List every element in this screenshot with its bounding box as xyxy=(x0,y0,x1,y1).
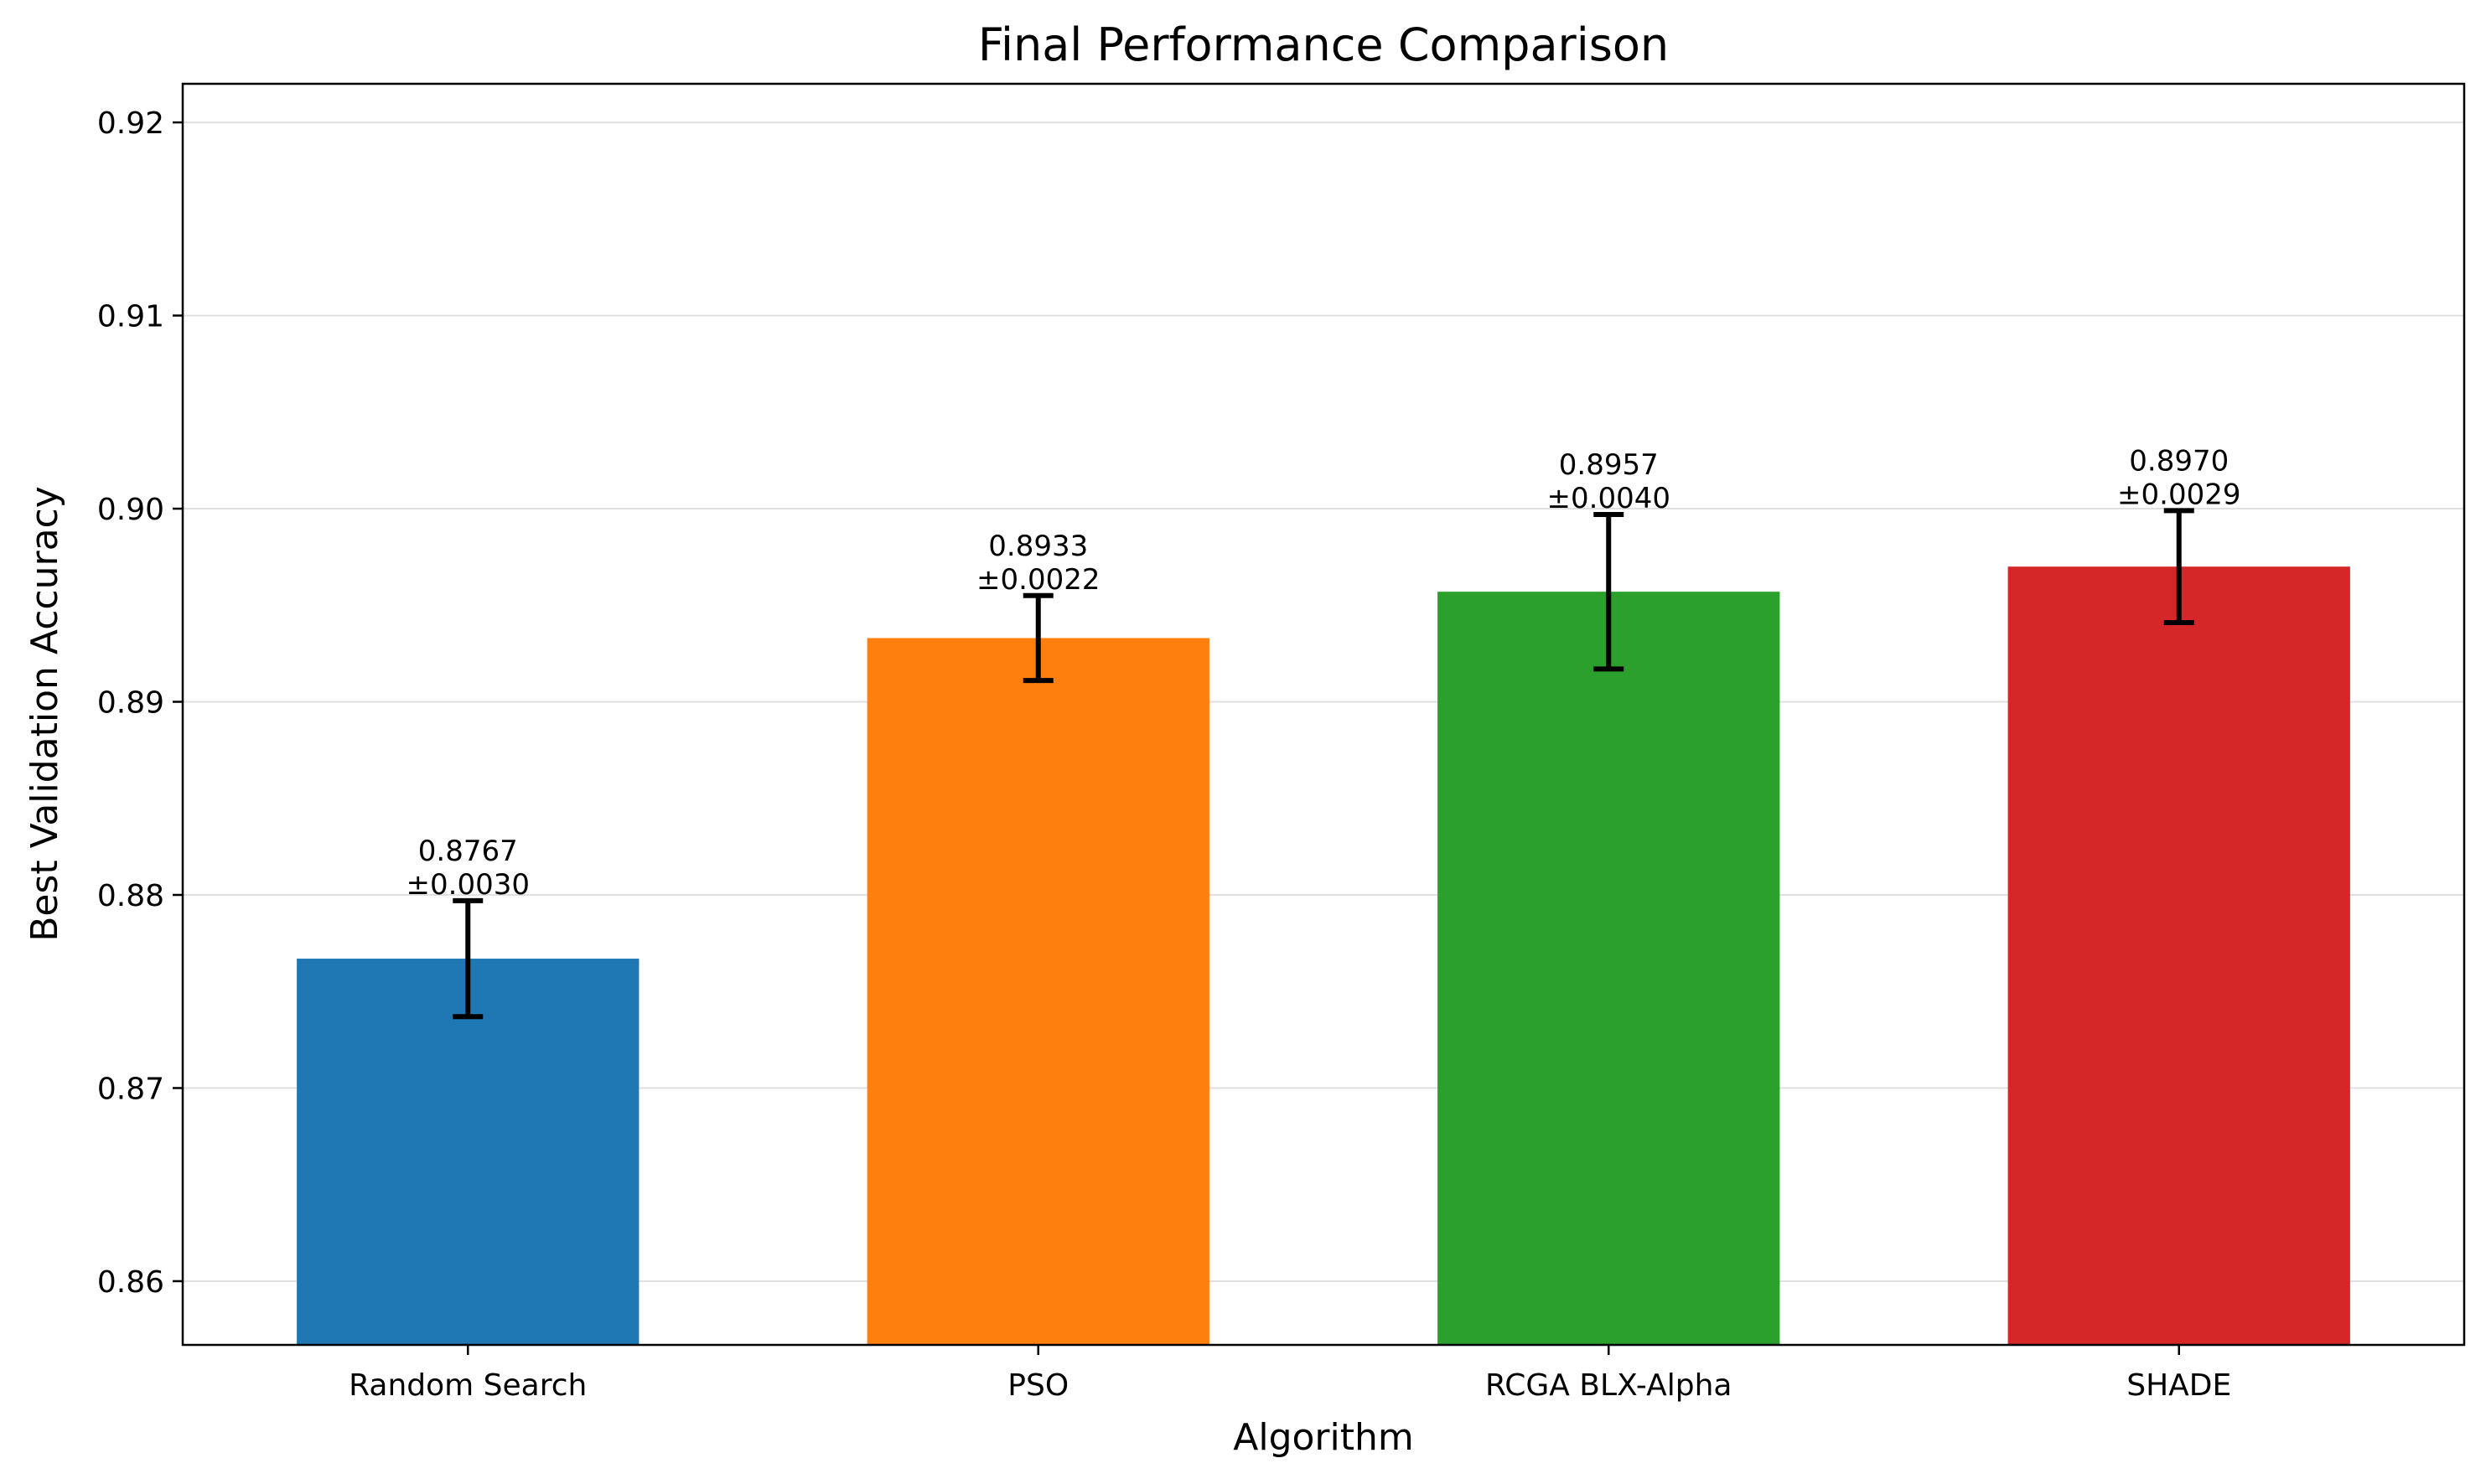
y-tick-label: 0.87 xyxy=(97,1072,164,1106)
value-labels: 0.8767±0.0030 0.8933±0.0022 0.8957±0.0040 0… xyxy=(407,444,2241,902)
bars xyxy=(297,566,2350,1345)
plot-area-frame xyxy=(181,82,2466,1347)
x-axis: Random Search PSO RCGA BLX-Alpha SHADE xyxy=(349,1345,2231,1403)
x-tick-label: SHADE xyxy=(2126,1368,2231,1403)
error-bars xyxy=(453,508,2194,1020)
x-tick-label: Random Search xyxy=(349,1368,587,1403)
data-error-label: ±0.0040 xyxy=(1547,482,1670,515)
bar-random-search xyxy=(297,959,640,1345)
data-value-label: 0.8933 xyxy=(988,530,1088,563)
data-value-label: 0.8970 xyxy=(2129,444,2229,478)
y-tick-label: 0.91 xyxy=(97,300,164,334)
chart-title: Final Performance Comparison xyxy=(978,18,1669,71)
data-value-label: 0.8957 xyxy=(1559,448,1659,482)
data-value-label: 0.8767 xyxy=(418,835,518,868)
y-axis: 0.86 0.87 0.88 0.89 0.90 0.91 0.92 xyxy=(97,106,183,1300)
y-tick-label: 0.89 xyxy=(97,686,164,721)
bar-pso xyxy=(867,638,1209,1345)
data-error-label: ±0.0029 xyxy=(2117,478,2240,511)
y-tick-label: 0.92 xyxy=(97,106,164,141)
bar-shade xyxy=(2007,566,2350,1345)
y-axis-title: Best Validation Accuracy xyxy=(23,486,66,942)
x-tick-label: PSO xyxy=(1007,1368,1069,1403)
data-error-label: ±0.0022 xyxy=(976,563,1100,597)
x-tick-label: RCGA BLX-Alpha xyxy=(1485,1368,1732,1403)
x-axis-title: Algorithm xyxy=(1233,1416,1414,1459)
bar-rcga-blx-alpha xyxy=(1437,592,1780,1345)
y-tick-label: 0.90 xyxy=(97,493,164,527)
y-tick-label: 0.88 xyxy=(97,879,164,913)
y-tick-label: 0.86 xyxy=(97,1265,164,1300)
data-error-label: ±0.0030 xyxy=(407,868,530,902)
